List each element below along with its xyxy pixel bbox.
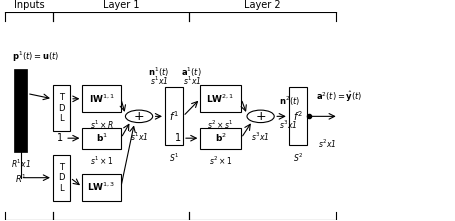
- Text: $S^2$: $S^2$: [293, 152, 303, 164]
- Text: $\mathbf{n}^1(t)$: $\mathbf{n}^1(t)$: [148, 66, 169, 79]
- FancyBboxPatch shape: [165, 87, 183, 145]
- Text: $s^3$x1: $s^3$x1: [252, 130, 270, 143]
- Text: $s^2$x1: $s^2$x1: [318, 137, 336, 150]
- FancyBboxPatch shape: [82, 128, 121, 149]
- FancyBboxPatch shape: [82, 85, 121, 112]
- Text: $S^1$: $S^1$: [169, 152, 179, 164]
- FancyBboxPatch shape: [200, 85, 241, 112]
- Text: $f^2$: $f^2$: [293, 109, 303, 123]
- Text: +: +: [255, 110, 266, 123]
- Text: Layer 1: Layer 1: [103, 0, 139, 10]
- Text: 1: 1: [175, 133, 181, 143]
- Text: $s^2\times s^1$: $s^2\times s^1$: [207, 118, 234, 131]
- Text: $\mathbf{LW}^{1,3}$: $\mathbf{LW}^{1,3}$: [87, 181, 116, 193]
- Text: $s^1$x1: $s^1$x1: [182, 75, 201, 87]
- Text: Layer 2: Layer 2: [244, 0, 281, 10]
- FancyBboxPatch shape: [53, 155, 70, 200]
- Text: $f^1$: $f^1$: [169, 109, 179, 123]
- Text: T
D
L: T D L: [58, 93, 65, 123]
- Text: $s^2\times 1$: $s^2\times 1$: [209, 155, 233, 167]
- Text: T
D
L: T D L: [58, 163, 65, 192]
- Text: $\mathbf{p}^1(t) = \mathbf{u}(t)$: $\mathbf{p}^1(t) = \mathbf{u}(t)$: [12, 50, 59, 64]
- FancyBboxPatch shape: [53, 85, 70, 131]
- Text: Inputs: Inputs: [14, 0, 44, 10]
- Text: +: +: [134, 110, 144, 123]
- FancyBboxPatch shape: [14, 69, 27, 152]
- Text: $s^3$x1: $s^3$x1: [279, 118, 297, 131]
- Text: $s^1$x1: $s^1$x1: [150, 75, 168, 87]
- Text: $s^1\times 1$: $s^1\times 1$: [90, 155, 113, 167]
- Circle shape: [126, 110, 153, 123]
- Text: $s^1$x1: $s^1$x1: [130, 130, 148, 143]
- Text: $\mathbf{IW}^{1,1}$: $\mathbf{IW}^{1,1}$: [89, 92, 115, 105]
- FancyBboxPatch shape: [82, 173, 121, 200]
- FancyBboxPatch shape: [289, 87, 307, 145]
- Text: $\mathbf{b}^1$: $\mathbf{b}^1$: [96, 132, 108, 144]
- Text: $R^1$: $R^1$: [15, 172, 26, 185]
- Text: $R^1$x1: $R^1$x1: [11, 158, 30, 170]
- Text: $\mathbf{n}^2(t)$: $\mathbf{n}^2(t)$: [279, 95, 300, 108]
- Circle shape: [247, 110, 274, 123]
- FancyBboxPatch shape: [200, 128, 241, 149]
- Text: $\mathbf{a}^1(t)$: $\mathbf{a}^1(t)$: [181, 66, 202, 79]
- Text: $\mathbf{b}^2$: $\mathbf{b}^2$: [215, 132, 227, 144]
- Text: $s^1\times R$: $s^1\times R$: [90, 118, 114, 131]
- Text: 1: 1: [57, 133, 63, 143]
- Text: $\mathbf{LW}^{2,1}$: $\mathbf{LW}^{2,1}$: [207, 92, 235, 105]
- Text: $\mathbf{a}^2(t) = \hat{\mathbf{y}}(t)$: $\mathbf{a}^2(t) = \hat{\mathbf{y}}(t)$: [316, 89, 362, 104]
